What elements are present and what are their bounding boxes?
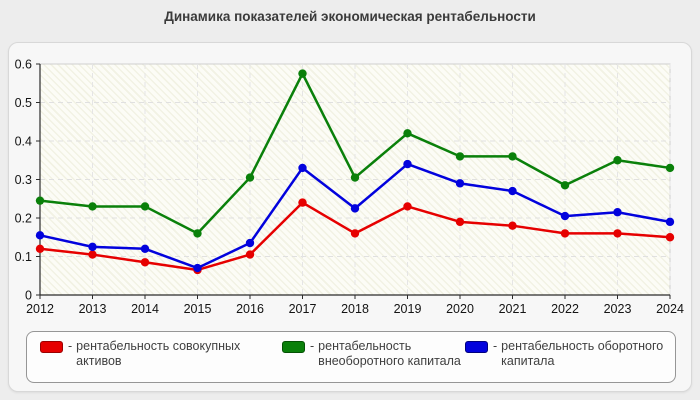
data-point [665,163,675,173]
data-point [508,186,517,196]
data-point [508,152,517,161]
x-tick-label: 2023 [604,302,632,316]
legend-swatch-red [40,341,63,353]
legend-item-total-assets: - рентабельность совокупных активов [40,339,248,369]
y-tick-label: 0.4 [15,135,32,149]
data-point [298,163,307,173]
x-tick-label: 2022 [551,302,579,316]
series-1 [35,69,675,238]
data-point [245,173,255,182]
data-point [665,217,675,227]
legend-label: рентабельность совокупных активов [76,339,241,368]
x-tick-label: 2018 [341,302,369,316]
data-point [350,229,360,238]
legend-item-noncurrent-capital: - рентабельность внеоборотного капитала [282,339,470,369]
y-tick-label: 0.3 [15,173,32,187]
x-tick-label: 2016 [236,302,264,316]
data-point [613,229,622,238]
legend-separator: - [68,339,73,353]
x-tick-label: 2020 [446,302,474,316]
x-tick-label: 2013 [79,302,107,316]
series-2 [35,159,675,273]
data-point [455,152,465,161]
x-tick-label: 2012 [26,302,54,316]
y-tick-label: 0.6 [15,58,32,72]
data-point [193,229,202,238]
data-point [403,159,412,169]
data-point [88,242,97,252]
x-tick-label: 2024 [656,302,684,316]
data-point [403,202,412,211]
data-point [455,217,465,227]
data-point [350,204,360,213]
x-tick-label: 2021 [499,302,527,316]
data-point [245,250,255,259]
legend-item-working-capital: - рентабельность оборотного капитала [465,339,683,369]
data-point [245,238,255,248]
chart-card: 0 0.1 0.2 0.3 0.4 0.5 0.6 2012 2013 2014 2015 2016 2… [8,42,692,392]
legend-separator: - [310,339,315,353]
data-point [140,244,150,253]
legend-label: рентабельность внеоборотного капитала [318,339,461,368]
data-point [560,181,570,190]
data-point [140,202,150,211]
data-point [88,202,97,211]
data-point [613,208,622,217]
data-point [560,229,570,238]
data-point [88,250,97,259]
legend-separator: - [493,339,498,353]
x-tick-label: 2015 [184,302,212,316]
y-tick-label: 0.1 [15,250,32,264]
data-point [35,196,45,205]
chart-title: Динамика показателей экономическая рента… [164,9,536,24]
y-tick-label: 0 [25,289,32,303]
data-point [508,221,517,230]
data-point [193,263,202,273]
data-point [350,173,360,182]
data-point [403,129,412,138]
data-point [35,244,45,253]
x-tick-label: 2017 [289,302,317,316]
legend-swatch-green [282,341,305,353]
data-point [613,156,622,165]
data-point [665,233,675,242]
x-tick-label: 2014 [131,302,159,316]
legend-label: рентабельность оборотного капитала [501,339,664,368]
data-point [140,258,150,267]
data-point [298,69,307,78]
data-point [455,179,465,188]
data-point [35,231,45,240]
x-tick-label: 2019 [394,302,422,316]
series-0 [35,198,675,275]
line-chart: 0 0.1 0.2 0.3 0.4 0.5 0.6 2012 2013 2014 2015 2016 2… [15,58,684,317]
legend-swatch-blue [465,341,488,353]
chart-legend: - рентабельность совокупных активов - ре… [26,331,676,383]
y-tick-label: 0.2 [15,212,32,226]
data-point [560,211,570,221]
data-point [298,198,307,207]
y-tick-label: 0.5 [15,96,32,110]
